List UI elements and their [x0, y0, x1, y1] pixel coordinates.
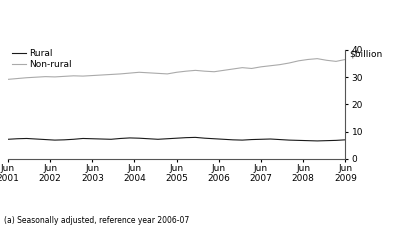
Text: (a) Seasonally adjusted, reference year 2006-07: (a) Seasonally adjusted, reference year … [4, 216, 189, 225]
Legend: Rural, Non-rural: Rural, Non-rural [12, 49, 72, 69]
Text: $billion: $billion [349, 50, 382, 59]
